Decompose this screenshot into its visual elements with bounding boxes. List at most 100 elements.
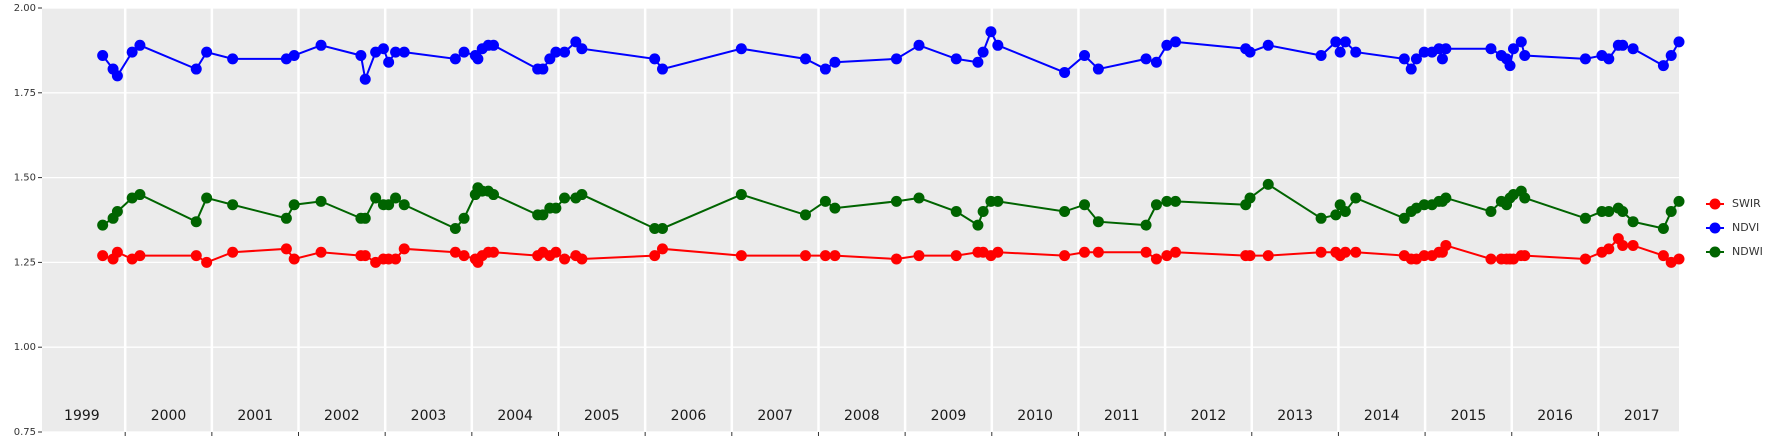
point <box>383 56 395 68</box>
point <box>977 206 989 218</box>
point <box>201 46 213 58</box>
point <box>134 189 146 201</box>
point <box>1140 219 1152 231</box>
point <box>201 256 213 268</box>
point <box>656 243 668 255</box>
point <box>1315 246 1327 258</box>
point <box>359 212 371 224</box>
point <box>1150 253 1162 265</box>
year-label: 2005 <box>584 408 620 424</box>
point <box>458 250 470 262</box>
point <box>1485 43 1497 55</box>
point <box>656 222 668 234</box>
point <box>992 246 1004 258</box>
point <box>377 43 389 55</box>
point <box>134 250 146 262</box>
point <box>1339 36 1351 48</box>
point <box>1244 46 1256 58</box>
point <box>398 199 410 211</box>
point <box>1627 43 1639 55</box>
point <box>227 199 239 211</box>
point <box>1627 216 1639 228</box>
point <box>1262 178 1274 190</box>
point <box>355 49 367 61</box>
point <box>315 246 327 258</box>
point <box>97 49 109 61</box>
point <box>1440 239 1452 251</box>
point <box>449 53 461 65</box>
point <box>390 253 402 265</box>
point <box>97 219 109 231</box>
point <box>1334 46 1346 58</box>
point <box>111 246 123 258</box>
y-tick-label: 1.50 <box>14 173 36 184</box>
point <box>1519 250 1531 262</box>
year-label: 2013 <box>1277 408 1313 424</box>
point <box>1244 192 1256 204</box>
point <box>1665 206 1677 218</box>
point <box>799 53 811 65</box>
point <box>550 46 562 58</box>
point <box>799 250 811 262</box>
point <box>1627 239 1639 251</box>
point <box>487 189 499 201</box>
point <box>1398 212 1410 224</box>
year-label: 2008 <box>844 408 880 424</box>
year-label: 1999 <box>64 408 100 424</box>
point <box>985 26 997 38</box>
point <box>576 253 588 265</box>
point <box>799 209 811 221</box>
point <box>992 195 1004 207</box>
point <box>950 206 962 218</box>
legend-label: SWIR <box>1732 197 1761 210</box>
point <box>1092 246 1104 258</box>
year-label: 2007 <box>757 408 793 424</box>
point <box>1579 53 1591 65</box>
y-tick-label: 1.00 <box>14 342 36 353</box>
point <box>913 192 925 204</box>
point <box>1140 53 1152 65</box>
point <box>1315 212 1327 224</box>
year-label: 2002 <box>324 408 360 424</box>
legend-marker <box>1709 246 1721 258</box>
point <box>1161 250 1173 262</box>
point <box>383 199 395 211</box>
point <box>315 195 327 207</box>
point <box>735 250 747 262</box>
point <box>649 250 661 262</box>
point <box>649 222 661 234</box>
point <box>977 46 989 58</box>
point <box>819 250 831 262</box>
point <box>913 250 925 262</box>
point <box>398 243 410 255</box>
point <box>227 53 239 65</box>
point <box>1673 253 1685 265</box>
point <box>227 246 239 258</box>
point <box>1092 216 1104 228</box>
point <box>1339 206 1351 218</box>
point <box>537 63 549 75</box>
point <box>1418 250 1430 262</box>
year-label: 2006 <box>671 408 707 424</box>
point <box>576 189 588 201</box>
point <box>1079 199 1091 211</box>
point <box>1140 246 1152 258</box>
point <box>1418 46 1430 58</box>
year-label: 2001 <box>237 408 273 424</box>
point <box>1519 192 1531 204</box>
point <box>398 46 410 58</box>
point <box>1603 206 1615 218</box>
point <box>1150 56 1162 68</box>
year-label: 2011 <box>1104 408 1140 424</box>
point <box>1170 246 1182 258</box>
point <box>1673 195 1685 207</box>
point <box>458 46 470 58</box>
year-label: 2003 <box>411 408 447 424</box>
point <box>1617 239 1629 251</box>
point <box>1170 195 1182 207</box>
point <box>559 192 571 204</box>
point <box>359 73 371 85</box>
year-label: 2012 <box>1191 408 1227 424</box>
point <box>1092 63 1104 75</box>
